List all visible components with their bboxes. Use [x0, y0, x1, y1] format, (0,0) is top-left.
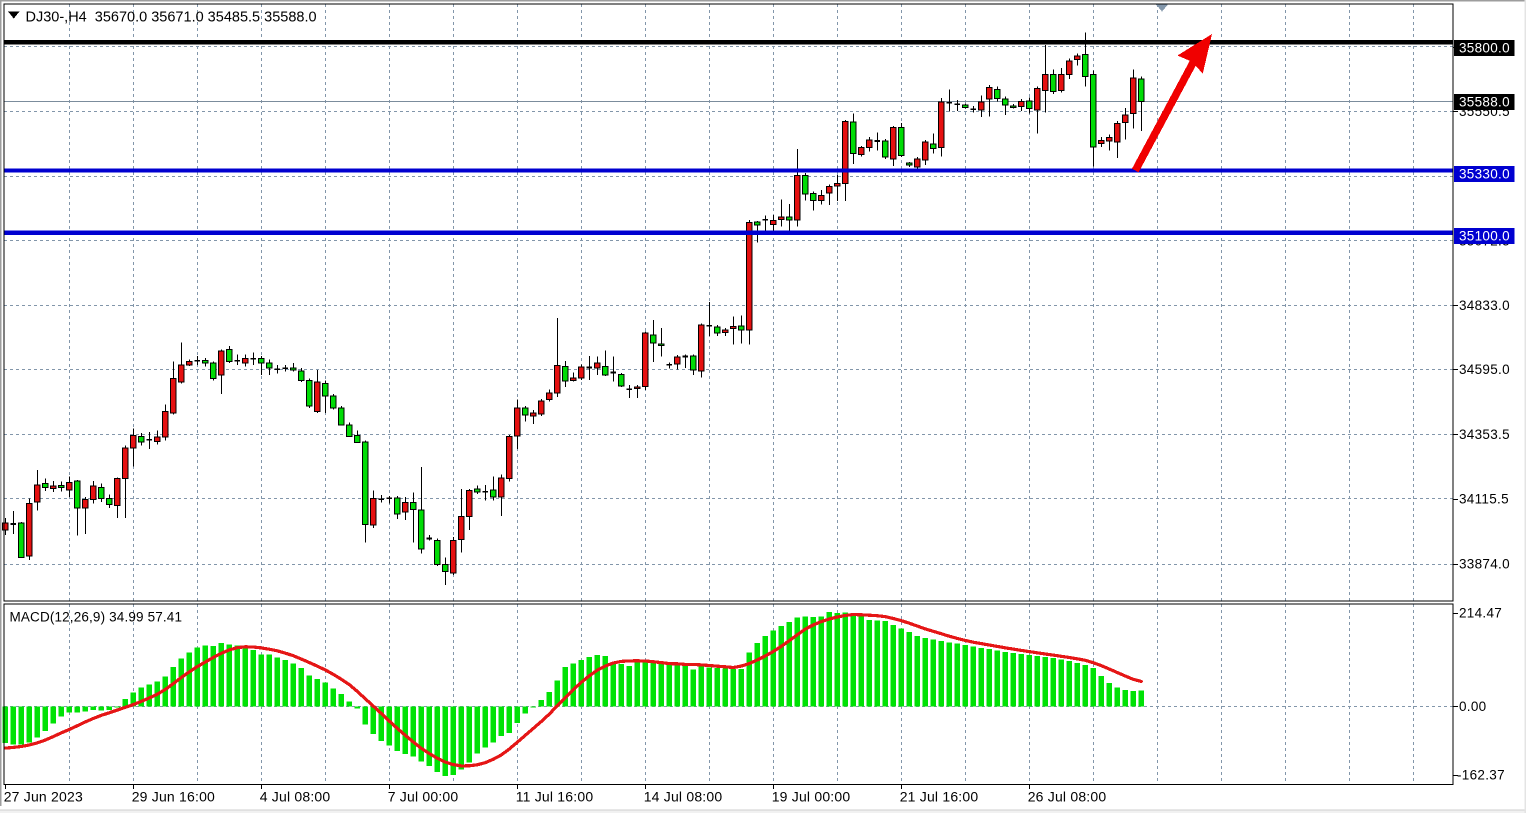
svg-text:14 Jul 08:00: 14 Jul 08:00	[644, 789, 723, 805]
svg-text:-162.37: -162.37	[1457, 768, 1505, 783]
svg-text:35100.0: 35100.0	[1459, 229, 1510, 244]
svg-text:21 Jul 16:00: 21 Jul 16:00	[900, 789, 979, 805]
svg-text:35588.0: 35588.0	[1459, 95, 1510, 110]
svg-text:MACD(12,26,9) 34.99 57.41: MACD(12,26,9) 34.99 57.41	[10, 610, 183, 625]
svg-text:214.47: 214.47	[1459, 606, 1502, 621]
svg-text:29 Jun 16:00: 29 Jun 16:00	[132, 789, 215, 805]
svg-text:34353.5: 34353.5	[1459, 427, 1510, 442]
svg-text:4 Jul 08:00: 4 Jul 08:00	[260, 789, 331, 805]
svg-text:19 Jul 00:00: 19 Jul 00:00	[772, 789, 851, 805]
svg-text:35800.0: 35800.0	[1459, 41, 1510, 56]
svg-text:DJ30-,H4 35670.0 35671.0 3548: DJ30-,H4 35670.0 35671.0 35485.5 35588.0	[26, 10, 317, 26]
svg-text:26 Jul 08:00: 26 Jul 08:00	[1028, 789, 1107, 805]
svg-text:34115.5: 34115.5	[1459, 492, 1509, 507]
svg-text:34833.0: 34833.0	[1459, 298, 1510, 313]
svg-text:7 Jul 00:00: 7 Jul 00:00	[388, 789, 459, 805]
svg-text:34595.0: 34595.0	[1459, 362, 1510, 377]
svg-text:35330.0: 35330.0	[1459, 167, 1510, 182]
svg-text:33874.0: 33874.0	[1459, 557, 1510, 572]
svg-text:27 Jun 2023: 27 Jun 2023	[4, 789, 83, 805]
svg-text:0.00: 0.00	[1459, 699, 1486, 714]
svg-text:11 Jul 16:00: 11 Jul 16:00	[516, 789, 594, 805]
